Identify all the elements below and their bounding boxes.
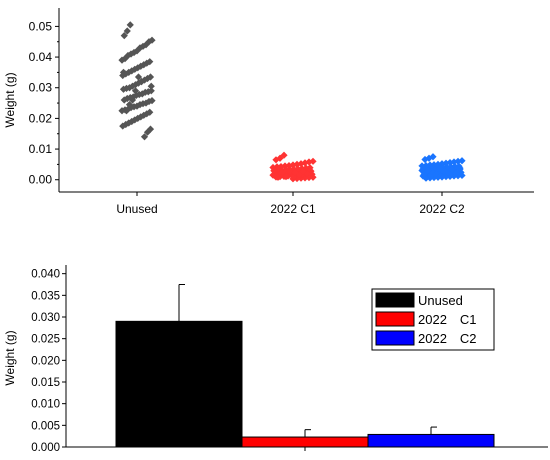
scatter-point (424, 166, 432, 174)
scatter-point (118, 56, 126, 64)
legend: Unused 2022 C1 2022 C2 (371, 288, 495, 351)
scatter-point (119, 122, 127, 130)
scatter-point (138, 90, 146, 98)
scatter-point (270, 166, 278, 175)
scatter-point (137, 78, 146, 86)
scatter-point (274, 173, 282, 181)
scatter-point (436, 165, 444, 173)
legend-swatch (375, 311, 415, 327)
scatter-point (120, 32, 128, 40)
scatter-point (128, 96, 137, 104)
scatter-y-tick-label: 0.01 (29, 142, 53, 156)
scatter-x-tick-label: Unused (116, 202, 157, 216)
scatter-point (129, 93, 137, 101)
scatter-point (134, 79, 143, 87)
scatter-x-ticks: Unused 2022 C1 2022 C2 (116, 192, 465, 216)
scatter-y-ticks: 0.00 0.01 0.02 0.03 0.04 0.05 (29, 19, 59, 187)
scatter-chart: 0.00 0.01 0.02 0.03 0.04 0.05 Unused 2022 C1 20… (3, 8, 534, 216)
scatter-point (137, 113, 145, 121)
bar-y-tick-label: 0.000 (31, 442, 60, 454)
scatter-x-tick-label: 2022 C2 (419, 202, 465, 216)
scatter-point (119, 85, 128, 93)
bar-chart: 0.000 0.005 0.010 0.015 0.020 0.025 0.030 0.035… (3, 265, 548, 454)
scatter-point (420, 170, 428, 179)
bar-y-tick-label: 0.015 (31, 377, 60, 389)
scatter-point (126, 21, 134, 29)
scatter-point (122, 107, 131, 115)
legend-swatch (375, 330, 415, 346)
scatter-point (142, 99, 150, 107)
bar-y-tick-label: 0.040 (31, 269, 60, 281)
scatter-point (140, 76, 149, 84)
scatter-y-tick-label: 0.00 (29, 173, 53, 187)
scatter-point (133, 102, 141, 110)
scatter-point (278, 168, 286, 176)
scatter-y-tick-label: 0.04 (29, 50, 53, 64)
scatter-point (421, 155, 429, 164)
scatter-point (452, 170, 460, 178)
scatter-point (456, 164, 464, 172)
legend-label: 2022 C2 (418, 331, 477, 346)
scatter-point (143, 128, 152, 136)
scatter-y-tick-label: 0.02 (29, 111, 53, 125)
scatter-point (147, 82, 155, 90)
legend-label: Unused (418, 293, 463, 308)
scatter-point (272, 156, 280, 164)
scatter-series (418, 153, 466, 182)
bar-y-axis-label: Weight (g) (3, 330, 17, 385)
legend-label: 2022 C1 (418, 312, 477, 327)
scatter-x-tick-label: 2022 C1 (270, 202, 316, 216)
scatter-point (458, 171, 466, 180)
bar-y-tick-label: 0.005 (31, 420, 60, 432)
scatter-y-tick-label: 0.03 (29, 81, 53, 95)
scatter-point (139, 42, 147, 50)
scatter-point (144, 88, 152, 96)
scatter-point (146, 73, 155, 81)
scatter-point (286, 168, 294, 176)
bar-y-ticks: 0.000 0.005 0.010 0.015 0.020 0.025 0.030 0.035… (31, 269, 66, 454)
bar-y-tick-label: 0.025 (31, 334, 60, 346)
scatter-y-axis-label: Weight (g) (3, 72, 17, 127)
bar-y-tick-label: 0.020 (31, 355, 60, 367)
error-bars (178, 284, 437, 438)
scatter-point (119, 68, 128, 76)
scatter-y-tick-label: 0.05 (29, 19, 53, 33)
scatter-point (125, 101, 134, 109)
scatter-point (131, 116, 139, 124)
scatter-point (118, 107, 126, 115)
scatter-point (127, 50, 135, 58)
scatter-point (140, 133, 149, 141)
scatter-points (118, 21, 466, 183)
bar-y-tick-label: 0.035 (31, 290, 60, 302)
bar (115, 320, 243, 448)
scatter-series (269, 151, 317, 183)
scatter-axes (58, 8, 534, 193)
scatter-point (134, 73, 143, 81)
scatter-point (291, 169, 299, 177)
bar (367, 433, 495, 448)
bar (241, 436, 369, 448)
scatter-point (128, 67, 136, 75)
scatter-point (282, 173, 290, 181)
legend-swatch (375, 292, 415, 308)
bars (115, 320, 495, 448)
scatter-point (131, 87, 140, 95)
scatter-series (118, 21, 156, 141)
scatter-point (299, 167, 307, 176)
bar-y-tick-label: 0.030 (31, 312, 60, 324)
scatter-point (120, 96, 128, 104)
scatter-point (123, 27, 131, 35)
scatter-point (142, 41, 150, 49)
scatter-point (136, 44, 144, 52)
bar-y-tick-label: 0.010 (31, 399, 60, 411)
